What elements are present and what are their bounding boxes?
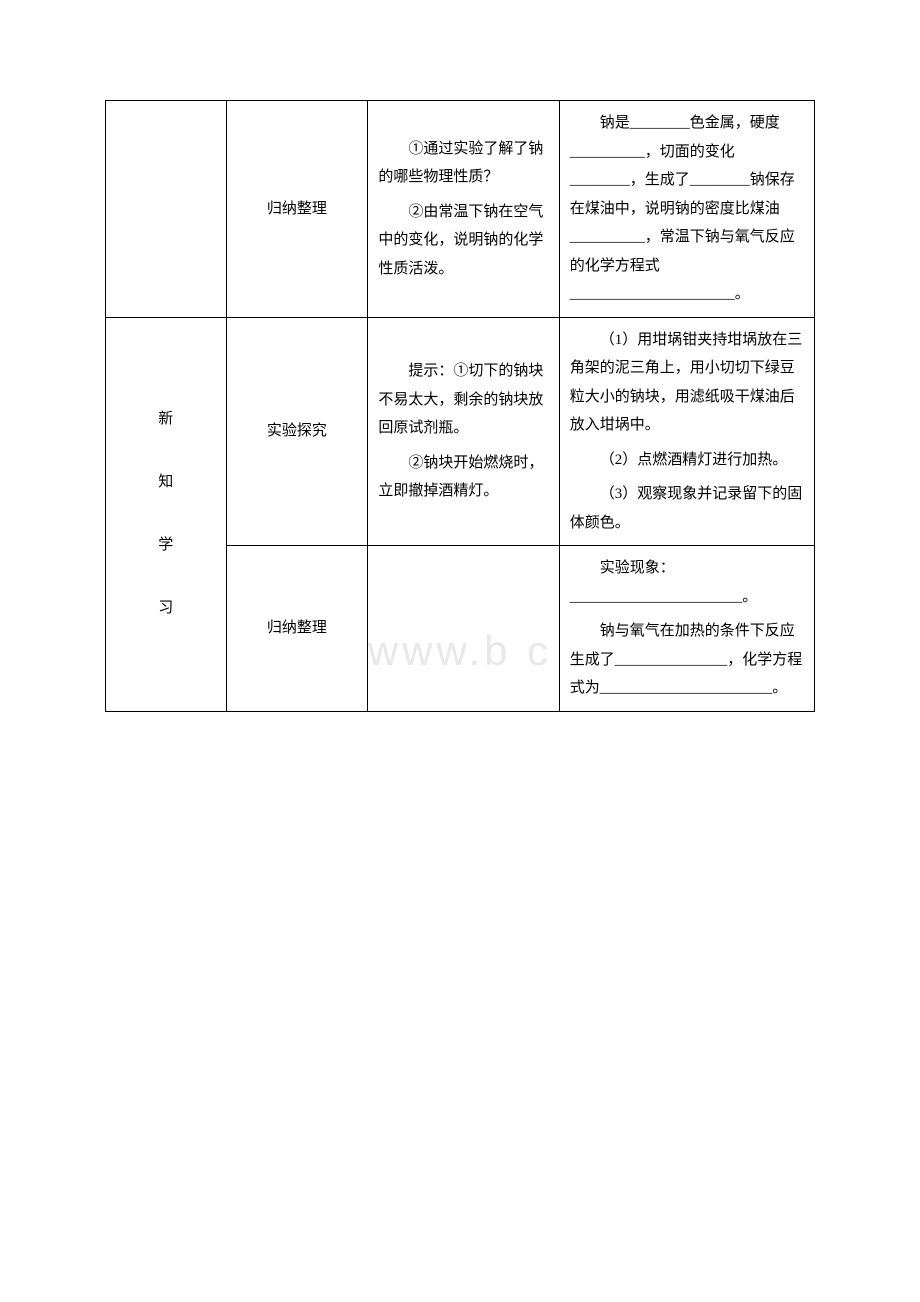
paragraph: 提示：①切下的钠块不易太大，剩余的钠块放回原试剂瓶。 [378, 357, 548, 443]
lesson-table: 归纳整理 ①通过实验了解了钠的哪些物理性质？ ②由常温下钠在空气中的变化，说明钠… [105, 100, 815, 712]
label-line: 知 [116, 451, 216, 514]
paragraph: 钠与氧气在加热的条件下反应生成了_______________，化学方程式为__… [570, 617, 804, 703]
cell-r1c4: 钠是________色金属，硬度__________，切面的变化________… [559, 101, 814, 318]
cell-r1c2: 归纳整理 [226, 101, 368, 318]
paragraph: （3）观察现象并记录留下的固体颜色。 [570, 480, 804, 537]
cell-r3c3 [368, 546, 559, 712]
label-line: 学 [116, 514, 216, 577]
cell-r1c1 [106, 101, 227, 318]
cell-r2c3: 提示：①切下的钠块不易太大，剩余的钠块放回原试剂瓶。 ②钠块开始燃烧时，立即撤掉… [368, 317, 559, 546]
cell-r2c4: （1）用坩埚钳夹持坩埚放在三角架的泥三角上，用小切切下绿豆粒大小的钠块，用滤纸吸… [559, 317, 814, 546]
label-line: 习 [116, 577, 216, 640]
paragraph: ②由常温下钠在空气中的变化，说明钠的化学性质活泼。 [378, 198, 548, 284]
cell-section-label: 新 知 学 习 [106, 317, 227, 711]
paragraph: （2）点燃酒精灯进行加热。 [570, 446, 804, 475]
paragraph: 钠是________色金属，硬度__________，切面的变化________… [570, 109, 804, 309]
cell-r1c3: ①通过实验了解了钠的哪些物理性质？ ②由常温下钠在空气中的变化，说明钠的化学性质… [368, 101, 559, 318]
table-row: 归纳整理 ①通过实验了解了钠的哪些物理性质？ ②由常温下钠在空气中的变化，说明钠… [106, 101, 815, 318]
table-row: 新 知 学 习 实验探究 提示：①切下的钠块不易太大，剩余的钠块放回原试剂瓶。 … [106, 317, 815, 546]
paragraph: 实验现象：_______________________。 [570, 554, 804, 611]
label-line: 新 [116, 388, 216, 451]
paragraph: ①通过实验了解了钠的哪些物理性质？ [378, 135, 548, 192]
cell-r2c2: 实验探究 [226, 317, 368, 546]
paragraph: ②钠块开始燃烧时，立即撤掉酒精灯。 [378, 449, 548, 506]
cell-r3c2: 归纳整理 [226, 546, 368, 712]
paragraph: （1）用坩埚钳夹持坩埚放在三角架的泥三角上，用小切切下绿豆粒大小的钠块，用滤纸吸… [570, 326, 804, 440]
cell-r3c4: 实验现象：_______________________。 钠与氧气在加热的条件… [559, 546, 814, 712]
